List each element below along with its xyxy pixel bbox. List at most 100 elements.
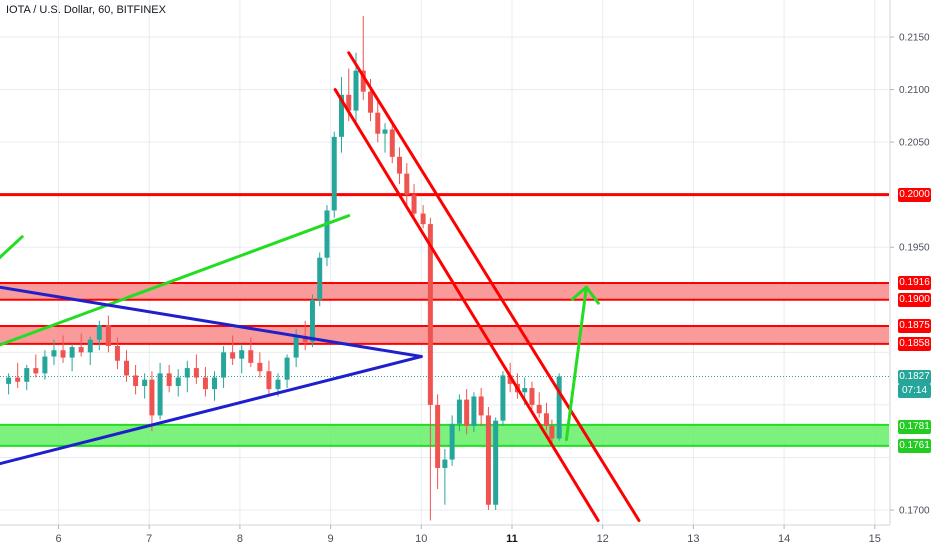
candle-body [389,129,395,157]
blue-upper-line [0,285,423,359]
candle-body [543,413,549,426]
x-tick-label: 12 [597,533,609,545]
candle-body [324,210,330,258]
candle-body [133,375,139,386]
resistance-zone-upper [0,282,889,300]
candle-body [449,423,455,460]
candle-body [507,375,513,384]
candle-body [522,388,528,393]
candle-body [500,375,506,421]
candle-body [536,404,542,414]
candles [6,15,562,521]
candle-body [60,350,66,358]
x-tick-label: 7 [146,533,152,545]
x-tick-label: 15 [869,533,881,545]
trendlines [0,51,641,523]
candle-body [556,376,562,439]
price-axis [890,0,932,550]
candle-body [24,368,30,382]
price-tag: 0.1916 [898,275,931,290]
candle-body [124,360,130,376]
candle-body [193,368,199,378]
y-tick-label: 0.1950 [899,243,930,254]
price-tag: 0.2000 [898,187,931,202]
price-tag: 0.1875 [898,319,931,334]
candle-body [275,379,281,390]
candle-body [493,420,499,505]
candle-body [368,91,374,113]
candle-body [360,70,366,92]
candle-body [331,136,337,211]
candle-body [15,377,21,382]
candle-body [33,368,39,374]
candle-body [404,173,410,195]
support-zone [0,424,889,446]
candle-body [338,94,344,137]
candle-body [257,362,263,372]
candle-body [284,357,290,380]
candle-body [157,373,163,416]
zones [0,281,889,447]
red-channel-upper [347,51,641,523]
candle-body [442,459,448,468]
candle-body [411,194,417,214]
candle-body [184,368,190,378]
candle-body [78,347,84,353]
price-tag: 0.1858 [898,336,931,351]
candle-body [175,377,181,386]
blue-lower-line [0,355,423,466]
candle-body [375,112,381,134]
candle-body [266,371,272,390]
candle-body [114,346,120,361]
candle-body [221,352,227,378]
candle-body [478,396,484,416]
candle-body [471,396,477,426]
candle-body [69,347,75,358]
candle-body [435,404,441,468]
candle-body [149,379,155,416]
candle-body [382,129,388,134]
candle-body [239,350,245,359]
candle-body [420,213,426,225]
candle-body [42,356,48,374]
x-tick-label: 11 [506,533,518,545]
x-tick-label: 14 [778,533,790,545]
x-tick-label: 9 [328,533,334,545]
x-tick-label: 10 [415,533,427,545]
price-tag: 07:14 [898,384,931,399]
green-uptrend-line [0,214,351,347]
candle-body [529,388,535,405]
x-tick-label: 8 [237,533,243,545]
candle-body [248,350,254,363]
y-tick-label: 0.2050 [899,138,930,149]
price-tag: 0.1827 [898,369,931,384]
candle-body [230,352,236,359]
candle-body [87,339,93,353]
resistance-zone-lower [0,326,889,344]
candle-body [212,377,218,390]
candle-body [142,379,148,386]
candle-body [464,399,470,426]
candle-body [202,377,208,390]
green-forecast-arrow [564,285,588,442]
candle-body [302,336,308,342]
candle-body [293,336,299,358]
candle-body [309,299,315,342]
candle-body [427,224,433,405]
horizontal-lines [0,193,889,378]
red-channel-lower [333,88,600,523]
candle-body [105,325,111,347]
candle-body [6,377,12,384]
green-forecast-arrow-head [570,285,600,305]
y-tick-label: 0.2150 [899,33,930,44]
candle-body [96,325,102,340]
y-tick-label: 0.1700 [899,506,930,517]
green-line-short [0,235,24,260]
candle-body [346,94,352,111]
candle-body [549,425,555,439]
candle-body [456,399,462,424]
candle-body [353,70,359,111]
candle-body [397,156,403,174]
